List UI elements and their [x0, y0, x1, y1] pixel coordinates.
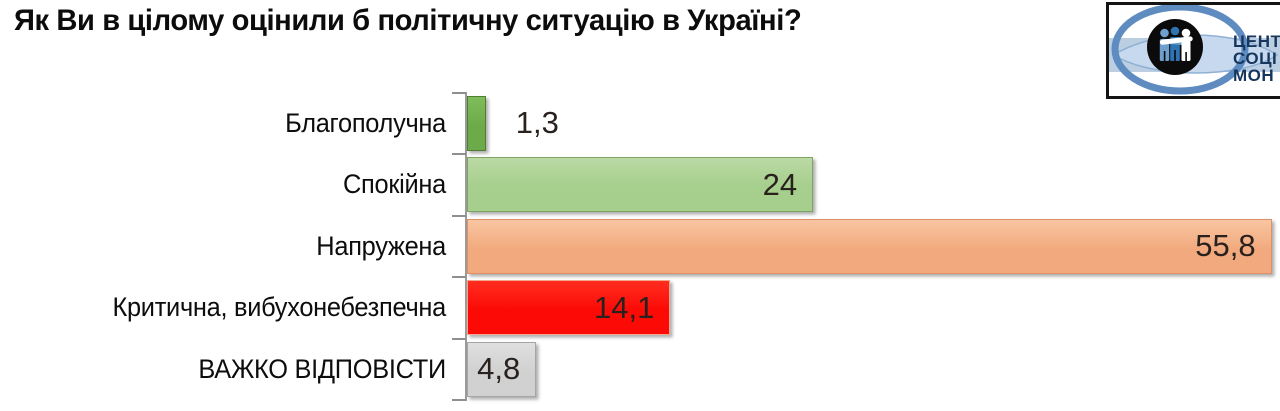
bar	[467, 157, 814, 213]
logo-org-text-line: СОЦІ	[1233, 49, 1277, 68]
category-label: ВАЖКО ВІДПОВІСТИ	[198, 353, 446, 384]
axis-tick	[452, 153, 466, 155]
chart-title: Як Ви в цілому оцінили б політичну ситуа…	[14, 4, 802, 37]
category-axis-line	[465, 92, 467, 401]
org-logo: ЦЕНТ СОЦІ МОН	[1106, 2, 1280, 99]
bar-value-label: 1,3	[515, 105, 559, 141]
category-label: Благополучна	[285, 107, 446, 138]
bar-value-label: 4,8	[477, 351, 521, 387]
bar	[467, 218, 1272, 274]
bar-value-label: 24	[762, 166, 798, 202]
logo-org-text-line: МОН	[1233, 66, 1274, 85]
logo-ring	[1111, 5, 1249, 95]
category-label: Спокійна	[343, 169, 446, 200]
axis-tick	[452, 91, 466, 94]
bar	[467, 95, 486, 151]
logo-people-icon	[1159, 26, 1193, 61]
axis-tick	[452, 276, 466, 278]
axis-tick	[452, 337, 466, 340]
bar	[467, 341, 537, 397]
bar-value-label: 14,1	[593, 289, 655, 325]
axis-tick	[452, 214, 466, 217]
axis-tick	[452, 399, 466, 401]
bar	[467, 280, 671, 336]
org-logo-graphic: ЦЕНТ СОЦІ МОН	[1109, 5, 1280, 95]
bar-value-label: 55,8	[1195, 228, 1256, 264]
category-label: Напружена	[316, 230, 446, 261]
logo-org-text-line: ЦЕНТ	[1233, 32, 1280, 51]
category-label: Критична, вибухонебезпечна	[112, 292, 446, 323]
